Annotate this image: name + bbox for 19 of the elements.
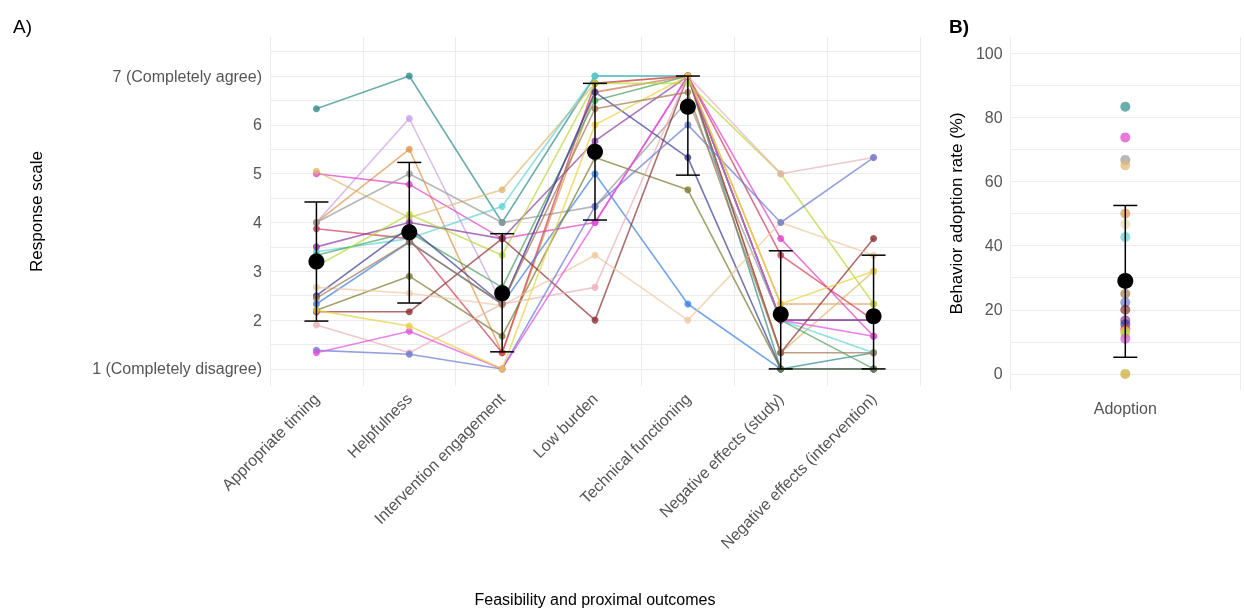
y-axis-title: Response scale — [27, 151, 46, 272]
text: A) — [13, 16, 32, 37]
chart-title: B) — [949, 16, 970, 37]
y-tick-label: 3 — [253, 262, 263, 280]
y-tick-label: 40 — [984, 237, 1003, 255]
y-tick-label: 2 — [253, 311, 263, 329]
y-tick-label: 80 — [984, 108, 1003, 126]
y-tick-label: 5 — [253, 165, 263, 183]
y-tick-label: 1 (Completely disagree) — [92, 360, 262, 378]
y-tick-label: 60 — [984, 172, 1003, 190]
y-tick-label: 6 — [253, 116, 263, 134]
y-tick-label: 100 — [975, 44, 1003, 62]
x-axis-title: Feasibility and proximal outcomes — [474, 590, 716, 608]
y-tick-label: 7 (Completely agree) — [112, 67, 262, 85]
y-tick-label: 20 — [984, 301, 1003, 319]
y-axis-title: Behavior adoption rate (%) — [947, 112, 966, 315]
y-tick-label: 0 — [993, 365, 1003, 383]
x-tick-label: Adoption — [1093, 399, 1157, 417]
y-tick-label: 4 — [253, 213, 263, 231]
